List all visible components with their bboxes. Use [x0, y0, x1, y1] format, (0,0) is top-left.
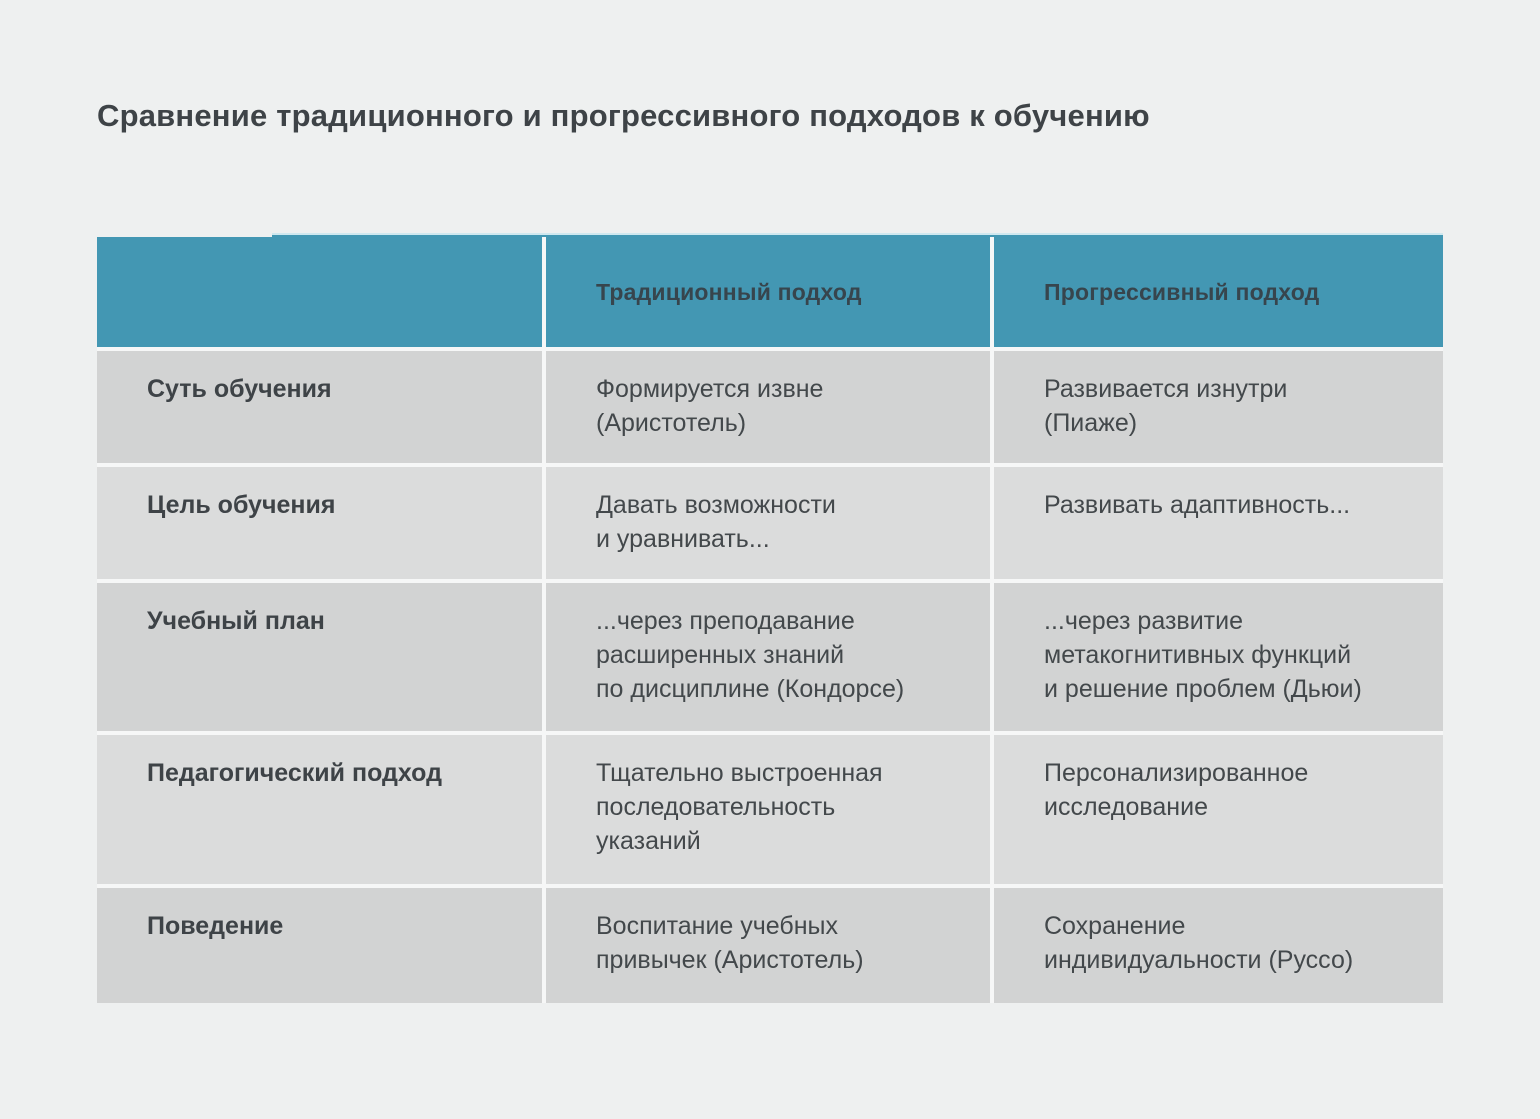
cell-behavior-progressive: Сохранение индивидуальности (Руссо) [994, 888, 1443, 1003]
header-cell-progressive: Прогрессивный подход [994, 237, 1443, 347]
header-cell-empty [97, 237, 542, 347]
cell-curriculum-progressive: ...через развитие метакогнитивных функци… [994, 583, 1443, 731]
cell-goal-label: Цель обучения [97, 467, 542, 579]
cell-pedagogy-progressive: Персонализированное исследование [994, 735, 1443, 884]
cell-behavior-label: Поведение [97, 888, 542, 1003]
cell-curriculum-traditional: ...через преподавание расширенных знаний… [546, 583, 990, 731]
cell-curriculum-label: Учебный план [97, 583, 542, 731]
cell-essence-label: Суть обучения [97, 351, 542, 463]
cell-pedagogy-traditional: Тщательно выстроенная последовательность… [546, 735, 990, 884]
header-top-strip [272, 233, 1443, 238]
cell-goal-traditional: Давать возможности и уравнивать... [546, 467, 990, 579]
cell-behavior-traditional: Воспитание учебных привычек (Аристотель) [546, 888, 990, 1003]
cell-essence-traditional: Формируется извне (Аристотель) [546, 351, 990, 463]
cell-essence-progressive: Развивается изнутри (Пиаже) [994, 351, 1443, 463]
cell-pedagogy-label: Педагогический подход [97, 735, 542, 884]
page-title: Сравнение традиционного и прогрессивного… [97, 98, 1150, 133]
header-cell-traditional: Традиционный подход [546, 237, 990, 347]
cell-goal-progressive: Развивать адаптивность... [994, 467, 1443, 579]
comparison-table: Традиционный подход Прогрессивный подход… [97, 237, 1443, 1003]
